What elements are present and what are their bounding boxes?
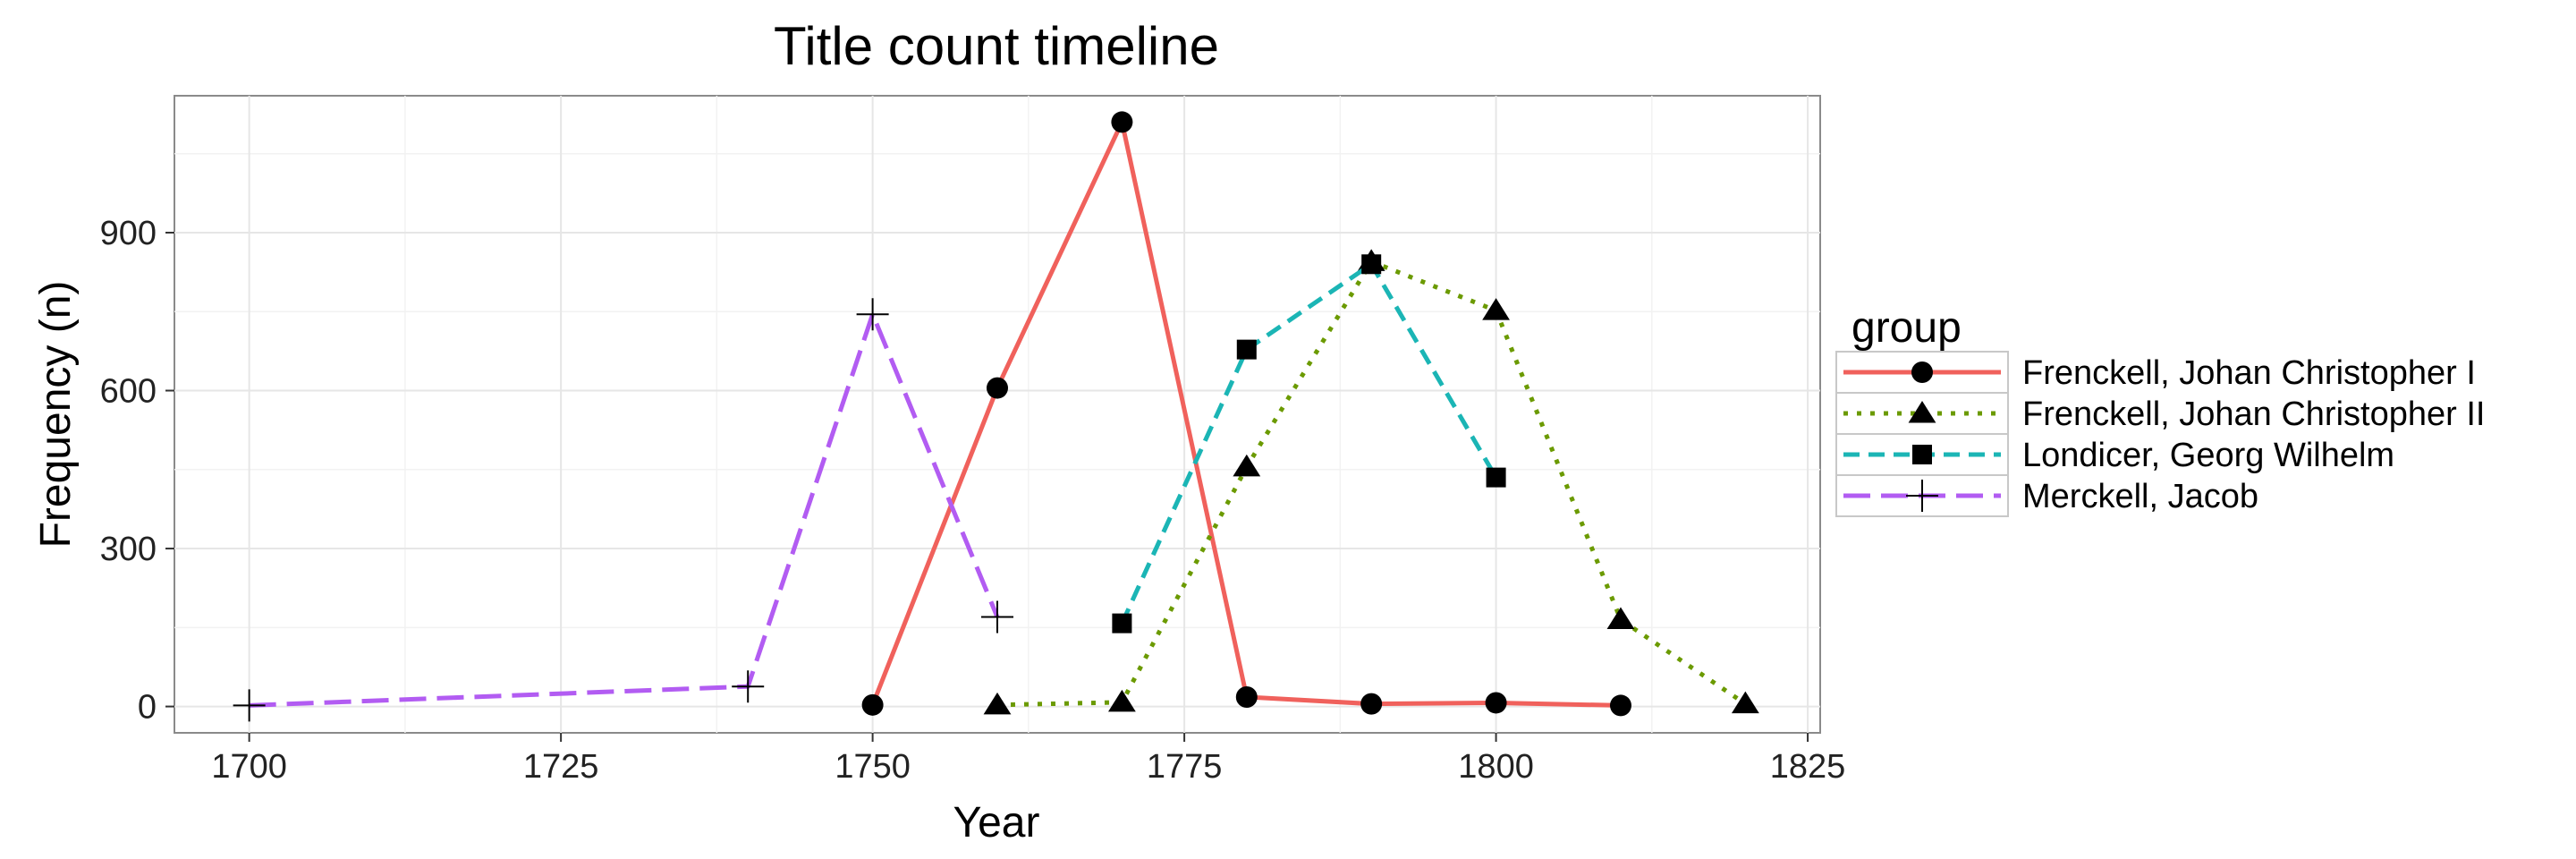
x-tick-label: 1750 — [835, 748, 911, 786]
plot-panel — [174, 95, 1821, 734]
data-point — [1609, 694, 1631, 717]
data-point — [1485, 692, 1507, 714]
legend-label: Merckell, Jacob — [2022, 478, 2258, 515]
data-point — [1107, 689, 1136, 712]
data-point — [732, 670, 765, 703]
legend-label: Frenckell, Johan Christopher II — [2022, 395, 2485, 433]
series-layer — [233, 111, 1759, 722]
legend-marker — [1911, 361, 1933, 383]
data-point — [981, 600, 1013, 634]
series-frenckell-johan-christopher-i — [861, 111, 1631, 717]
legend-label: Londicer, Georg Wilhelm — [2022, 437, 2394, 474]
x-tick-label: 1725 — [523, 748, 599, 786]
legend-label: Frenckell, Johan Christopher I — [2022, 354, 2476, 392]
chart-title: Title count timeline — [774, 16, 1219, 76]
legend-item-frenckell-johan-christopher-ii: Frenckell, Johan Christopher II — [1835, 392, 2485, 435]
data-point — [1236, 339, 1257, 360]
legend-item-frenckell-johan-christopher-i: Frenckell, Johan Christopher I — [1835, 351, 2476, 394]
legend-marker — [1912, 445, 1932, 464]
data-point — [1606, 607, 1635, 629]
y-tick-label: 900 — [100, 215, 157, 252]
y-tick-label: 600 — [100, 373, 157, 411]
axis-ticks: 1700 1725 1750 1775 1800 1825 0 300 600 900 — [100, 215, 1846, 786]
legend-marker — [1908, 401, 1936, 423]
data-point — [1731, 691, 1759, 714]
series-line — [1120, 261, 1498, 625]
y-tick-label: 300 — [100, 531, 157, 568]
data-point — [1486, 467, 1506, 488]
legend-title: group — [1852, 304, 1962, 352]
legend-item-merckell-jacob: Merckell, Jacob — [1835, 474, 2258, 517]
data-point — [233, 689, 266, 722]
x-tick-label: 1825 — [1770, 748, 1846, 786]
series-londicer-georg-wilhelm — [1112, 254, 1506, 634]
data-point — [1112, 613, 1132, 634]
y-tick-label: 0 — [138, 689, 157, 727]
series-merckell-jacob — [233, 298, 1013, 722]
data-point — [983, 692, 1012, 715]
data-point — [856, 298, 889, 331]
data-point — [987, 377, 1008, 399]
x-tick-label: 1775 — [1147, 748, 1223, 786]
data-point — [1482, 298, 1510, 320]
legend: group Frenckell, Johan Christopher IFren… — [1835, 304, 2485, 517]
legend-marker — [1906, 480, 1938, 512]
x-tick-label: 1800 — [1458, 748, 1534, 786]
data-point — [1233, 454, 1261, 477]
series-line — [249, 311, 1000, 708]
data-point — [1235, 685, 1258, 708]
data-point — [1360, 693, 1383, 715]
data-point — [1111, 111, 1133, 133]
data-point — [861, 693, 884, 716]
y-axis-title: Frequency (n) — [32, 281, 80, 549]
x-axis-title: Year — [953, 799, 1040, 846]
legend-item-londicer-georg-wilhelm: Londicer, Georg Wilhelm — [1835, 433, 2394, 476]
x-tick-label: 1700 — [211, 748, 287, 786]
data-point — [1361, 254, 1382, 275]
